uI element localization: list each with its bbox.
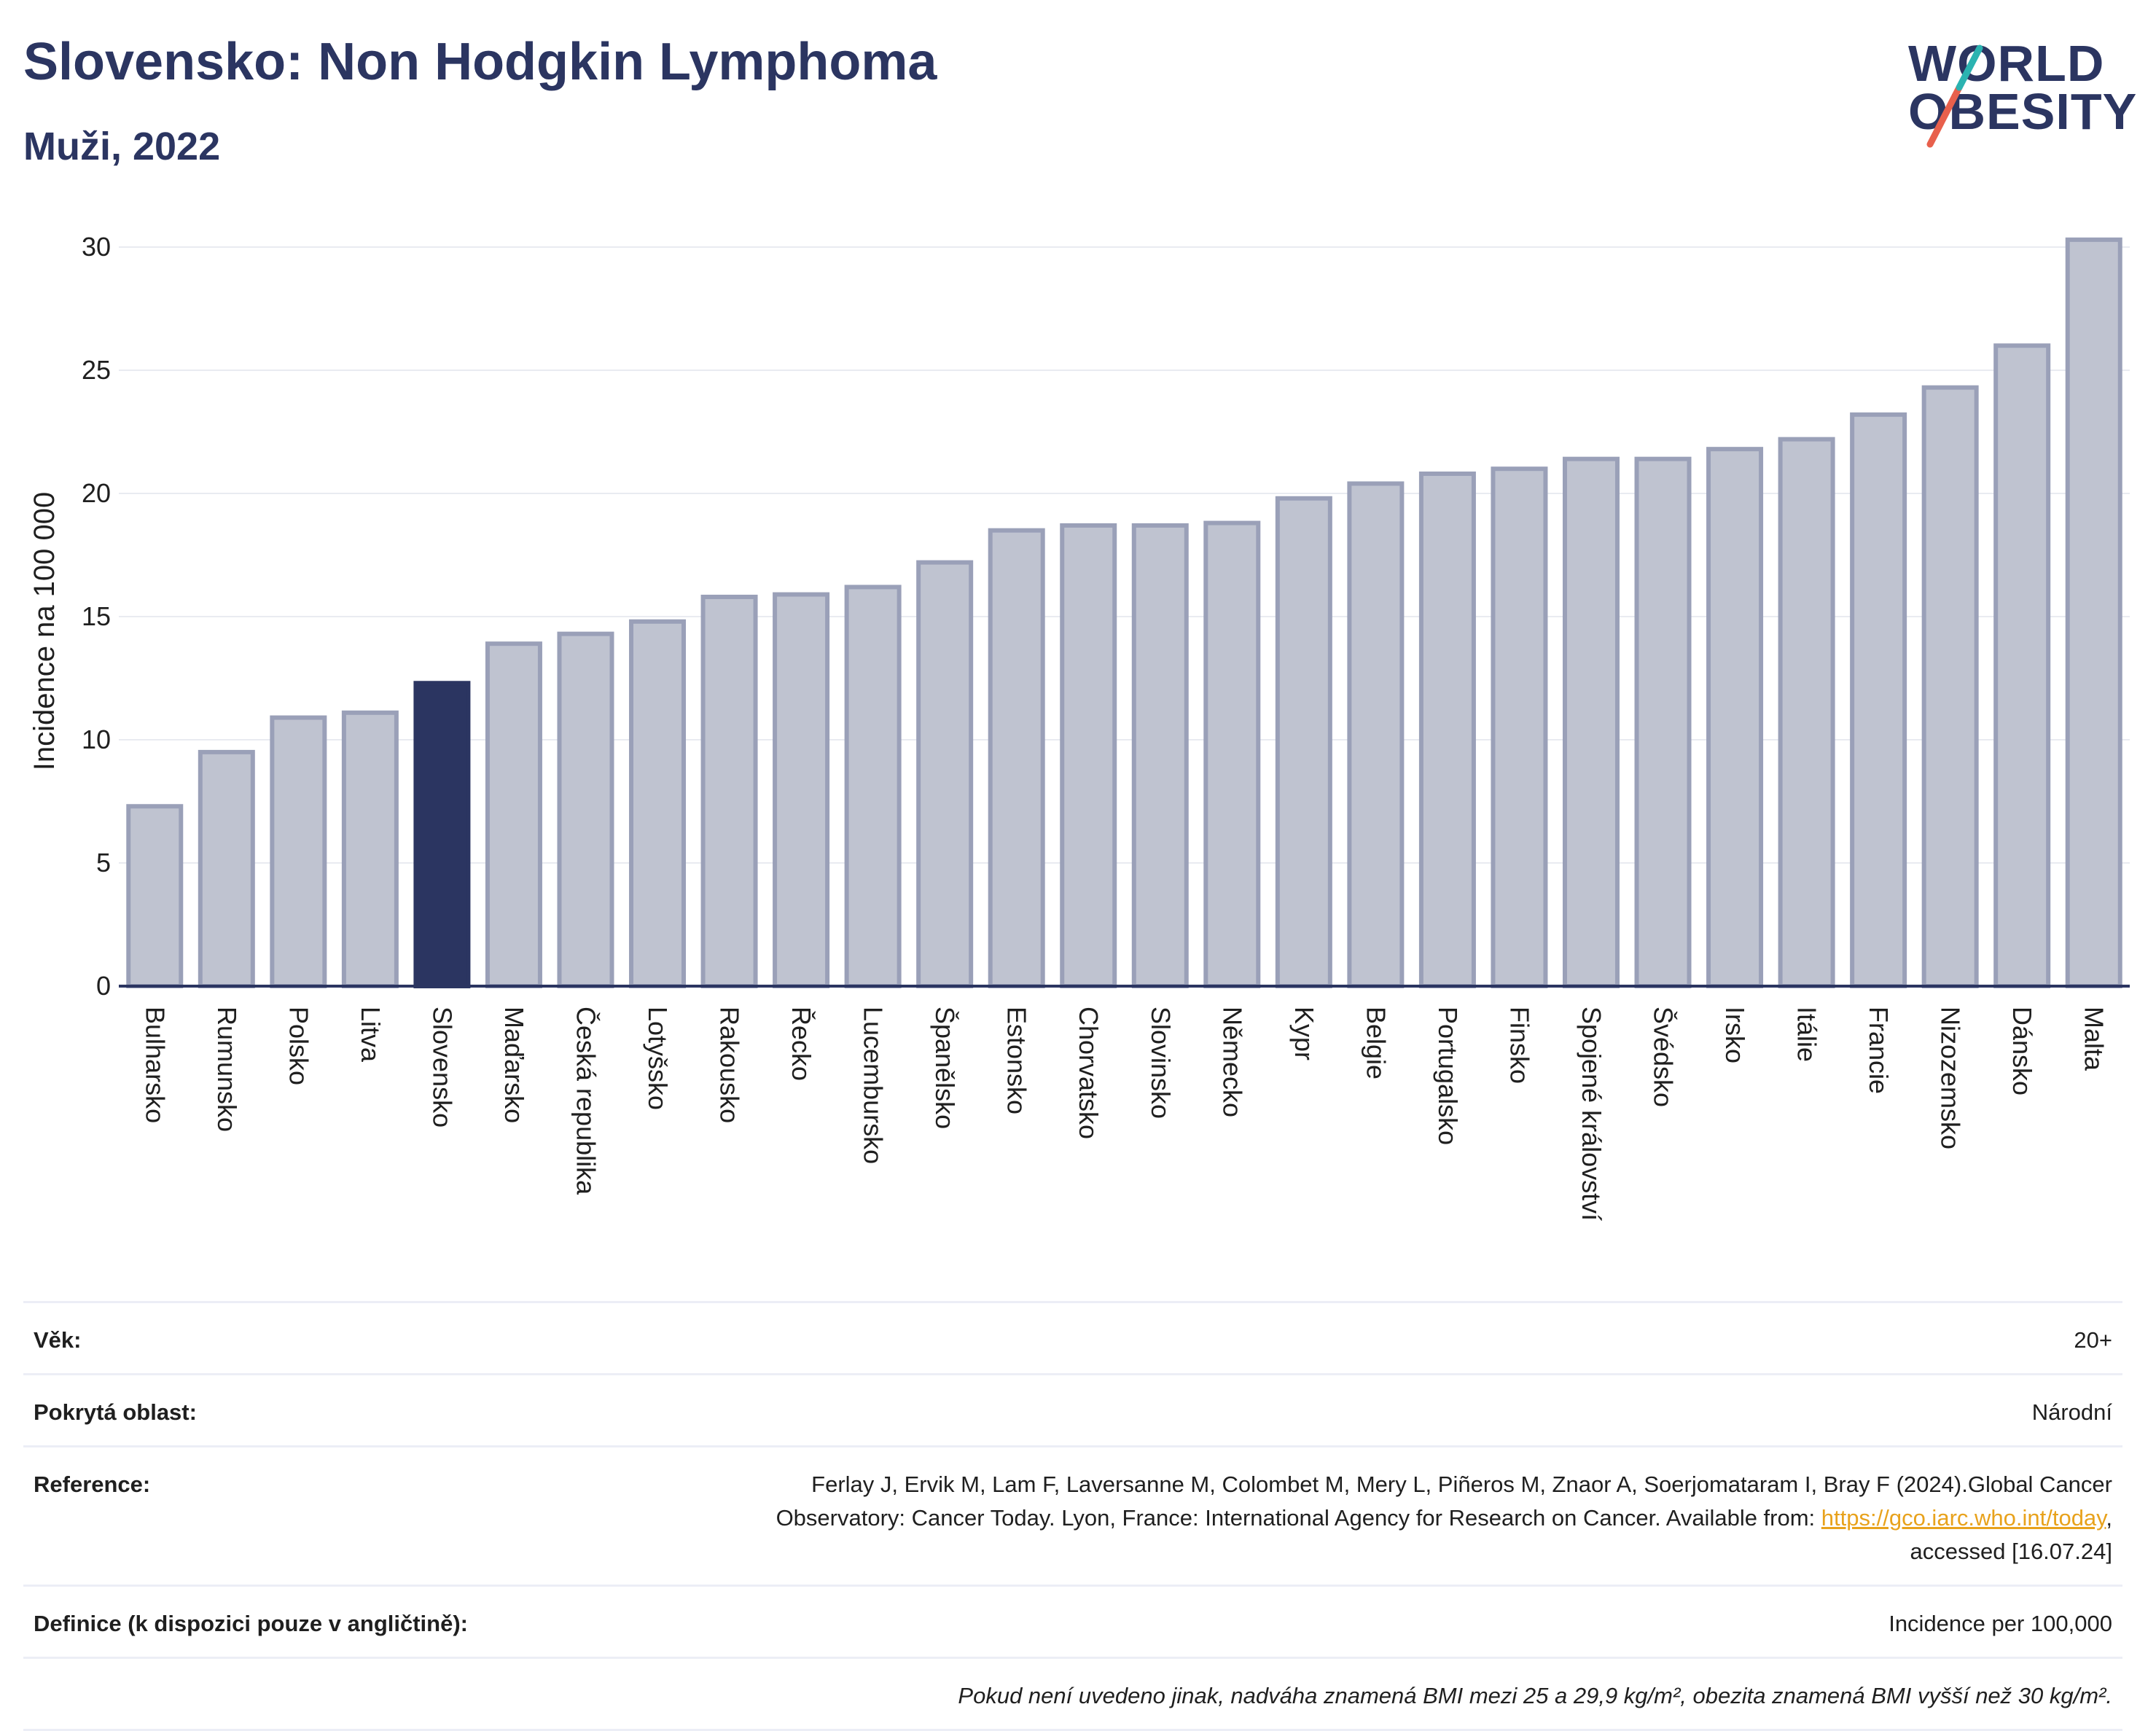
bar: [916, 560, 974, 988]
x-tick-label: Belgie: [1361, 1007, 1391, 1079]
bar: [1491, 466, 1548, 988]
x-tick-label: Německo: [1217, 1007, 1247, 1117]
bar: [413, 681, 471, 988]
bar: [629, 619, 687, 988]
x-tick-label: Bulharsko: [140, 1007, 170, 1123]
x-tick-label: Malta: [2079, 1007, 2109, 1071]
meta-row-reference: Reference: Ferlay J, Ervik M, Lam F, Lav…: [23, 1445, 2122, 1585]
bar: [988, 528, 1045, 988]
meta-row-definition: Definice (k dispozici pouze v angličtině…: [23, 1585, 2122, 1657]
page-subtitle: Muži, 2022: [23, 125, 221, 168]
reference-line-2-suffix: ,: [2106, 1505, 2112, 1531]
reference-link[interactable]: https://gco.iarc.who.int/today: [1821, 1505, 2106, 1531]
bar-chart: 0 5 10 15 20 25 30 Incidence na 100 000 Bulharsk…: [28, 232, 2130, 1221]
metadata-table: Věk: 20+ Pokrytá oblast: Národní Referen…: [23, 1301, 2122, 1731]
x-tick-label: Španělsko: [930, 1007, 960, 1129]
x-tick-label: Dánsko: [2007, 1007, 2037, 1095]
logo-text-world: WORLD: [1908, 35, 2105, 92]
meta-area-value: Národní: [2031, 1399, 2112, 1425]
y-tick-label: 10: [82, 724, 111, 754]
meta-reference-label: Reference:: [34, 1472, 151, 1497]
bar: [1347, 481, 1405, 988]
x-tick-label: Francie: [1864, 1007, 1894, 1094]
reference-line-2-prefix: Observatory: Cancer Today. Lyon, France:…: [776, 1505, 1821, 1531]
x-tick-label: Rumunsko: [212, 1007, 242, 1132]
x-tick-label: Švédsko: [1649, 1007, 1679, 1107]
meta-definition-label: Definice (k dispozici pouze v angličtině…: [34, 1611, 468, 1636]
x-tick-label: Slovinsko: [1146, 1007, 1176, 1119]
y-tick-label: 0: [96, 971, 111, 1001]
bar: [341, 710, 399, 988]
bar: [1060, 523, 1117, 988]
x-tick-label: Lotyšsko: [643, 1007, 673, 1110]
y-axis-title: Incidence na 100 000: [28, 492, 60, 771]
meta-reference-value: Ferlay J, Ervik M, Lam F, Laversanne M, …: [776, 1468, 2112, 1568]
bar: [557, 631, 614, 988]
x-tick-label: Kypr: [1289, 1007, 1319, 1060]
bar: [1562, 456, 1620, 988]
x-tick-label: Finsko: [1504, 1007, 1534, 1084]
bar: [126, 804, 184, 989]
x-tick-label: Estonsko: [1002, 1007, 1032, 1114]
meta-age-label: Věk:: [34, 1327, 82, 1353]
bar: [2065, 237, 2122, 988]
meta-row-area: Pokrytá oblast: Národní: [23, 1373, 2122, 1445]
x-tick-label: Nizozemsko: [1936, 1007, 1966, 1149]
x-tick-label: Chorvatsko: [1074, 1007, 1104, 1139]
bar: [1993, 343, 2051, 988]
x-tick-label: Portugalsko: [1433, 1007, 1463, 1145]
world-obesity-logo: WORLD OBESITY: [1895, 22, 2143, 153]
bar: [1203, 520, 1261, 988]
bar: [1418, 471, 1476, 988]
x-tick-label: Spojené království: [1577, 1007, 1606, 1221]
reference-line-1: Ferlay J, Ervik M, Lam F, Laversanne M, …: [811, 1472, 2112, 1497]
x-tick-label: Lucembursko: [859, 1007, 888, 1164]
reference-line-3: accessed [16.07.24]: [1910, 1539, 2112, 1564]
page-title: Slovensko: Non Hodgkin Lymphoma: [23, 33, 937, 91]
bar: [270, 715, 327, 989]
meta-row-age: Věk: 20+: [23, 1301, 2122, 1373]
y-tick-label: 25: [82, 355, 111, 385]
bar: [1778, 437, 1835, 988]
bar: [198, 749, 255, 989]
bar: [1850, 412, 1907, 988]
x-tick-label: Rakousko: [715, 1007, 745, 1123]
meta-row-note: Pokud není uvedeno jinak, nadváha znamen…: [23, 1657, 2122, 1731]
bar: [773, 592, 830, 988]
bar: [1706, 447, 1764, 988]
x-tick-label: Irsko: [1720, 1007, 1750, 1063]
y-tick-label: 20: [82, 478, 111, 508]
meta-area-label: Pokrytá oblast:: [34, 1399, 197, 1425]
y-tick-label: 15: [82, 601, 111, 631]
bar: [700, 594, 758, 988]
x-tick-label: Slovensko: [427, 1007, 457, 1128]
x-tick-label: Česká republika: [571, 1007, 601, 1195]
bar: [844, 585, 902, 988]
x-tick-label: Řecko: [786, 1007, 816, 1081]
x-tick-label: Maďarsko: [499, 1007, 529, 1123]
x-tick-label: Polsko: [284, 1007, 313, 1085]
y-tick-label: 30: [82, 232, 111, 262]
meta-age-value: 20+: [2074, 1327, 2112, 1353]
bar: [1275, 496, 1332, 988]
meta-note: Pokud není uvedeno jinak, nadváha znamen…: [958, 1683, 2112, 1708]
x-tick-label: Litva: [356, 1007, 386, 1063]
bar: [485, 641, 542, 988]
meta-definition-value: Incidence per 100,000: [1889, 1611, 2112, 1636]
logo-slash-icon: [1926, 44, 1983, 148]
bar: [1921, 385, 1979, 988]
y-tick-label: 5: [96, 848, 111, 878]
x-tick-label: Itálie: [1792, 1007, 1822, 1062]
bar: [1634, 456, 1692, 988]
bar: [1131, 523, 1189, 988]
